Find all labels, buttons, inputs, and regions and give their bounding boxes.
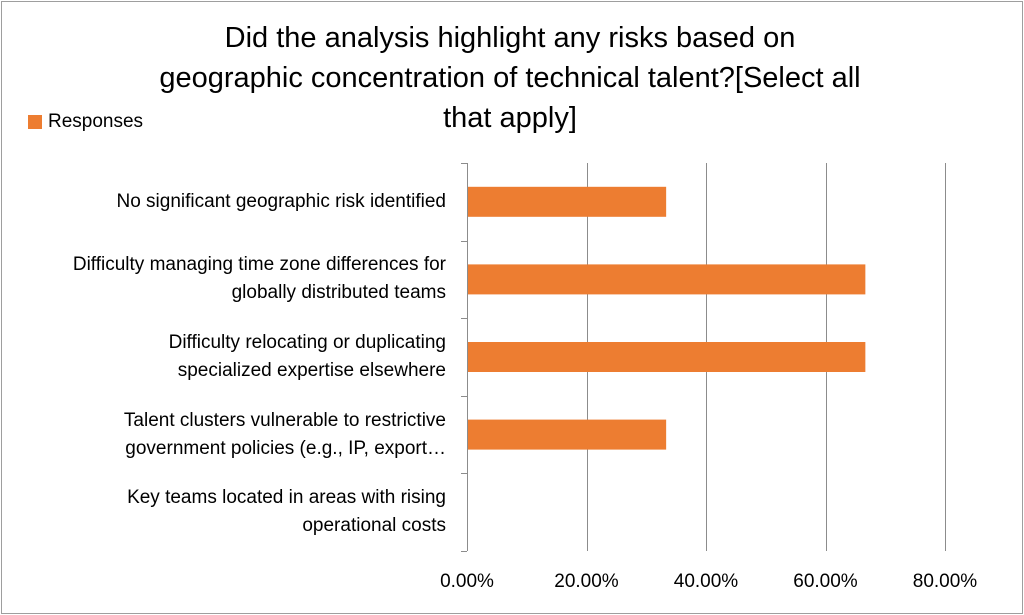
category-label-line: operational costs — [302, 515, 446, 537]
legend: Responses — [28, 110, 143, 134]
category-label: No significant geographic risk identifie… — [0, 188, 446, 216]
category-label: Talent clusters vulnerable to restrictiv… — [0, 407, 446, 463]
category-label-line: globally distributed teams — [231, 282, 446, 304]
legend-label: Responses — [48, 111, 144, 132]
category-label: Difficulty managing time zone difference… — [0, 251, 446, 307]
category-label-line: specialized expertise elsewhere — [177, 360, 446, 381]
x-tick-label: 40.00% — [673, 571, 739, 592]
legend-swatch — [28, 115, 42, 129]
x-tick-label: 80.00% — [912, 571, 978, 592]
bar — [468, 186, 667, 217]
category-label-line: Difficulty managing time zone difference… — [72, 254, 446, 276]
x-tick-label: 0.00% — [440, 571, 494, 592]
chart-title: Did the analysis highlight any risks bas… — [159, 22, 861, 134]
category-label: Key teams located in areas with rising op… — [0, 484, 446, 540]
bar — [468, 342, 866, 372]
category-label-line: government policies (e.g., IP, export… — [125, 437, 446, 459]
x-tick-label: 20.00% — [554, 571, 619, 592]
category-label-line: Talent clusters vulnerable to restrictiv… — [123, 409, 446, 431]
bar — [468, 419, 667, 450]
bar — [468, 264, 866, 295]
category-label-line: Key teams located in areas with rising — [127, 487, 446, 509]
category-label: Difficulty relocating or duplicating spec… — [0, 329, 446, 385]
category-label-line: No significant geographic risk identifie… — [116, 190, 446, 212]
category-label-line: Difficulty relocating or duplicating — [168, 332, 446, 353]
x-tick-label: 60.00% — [793, 571, 858, 592]
